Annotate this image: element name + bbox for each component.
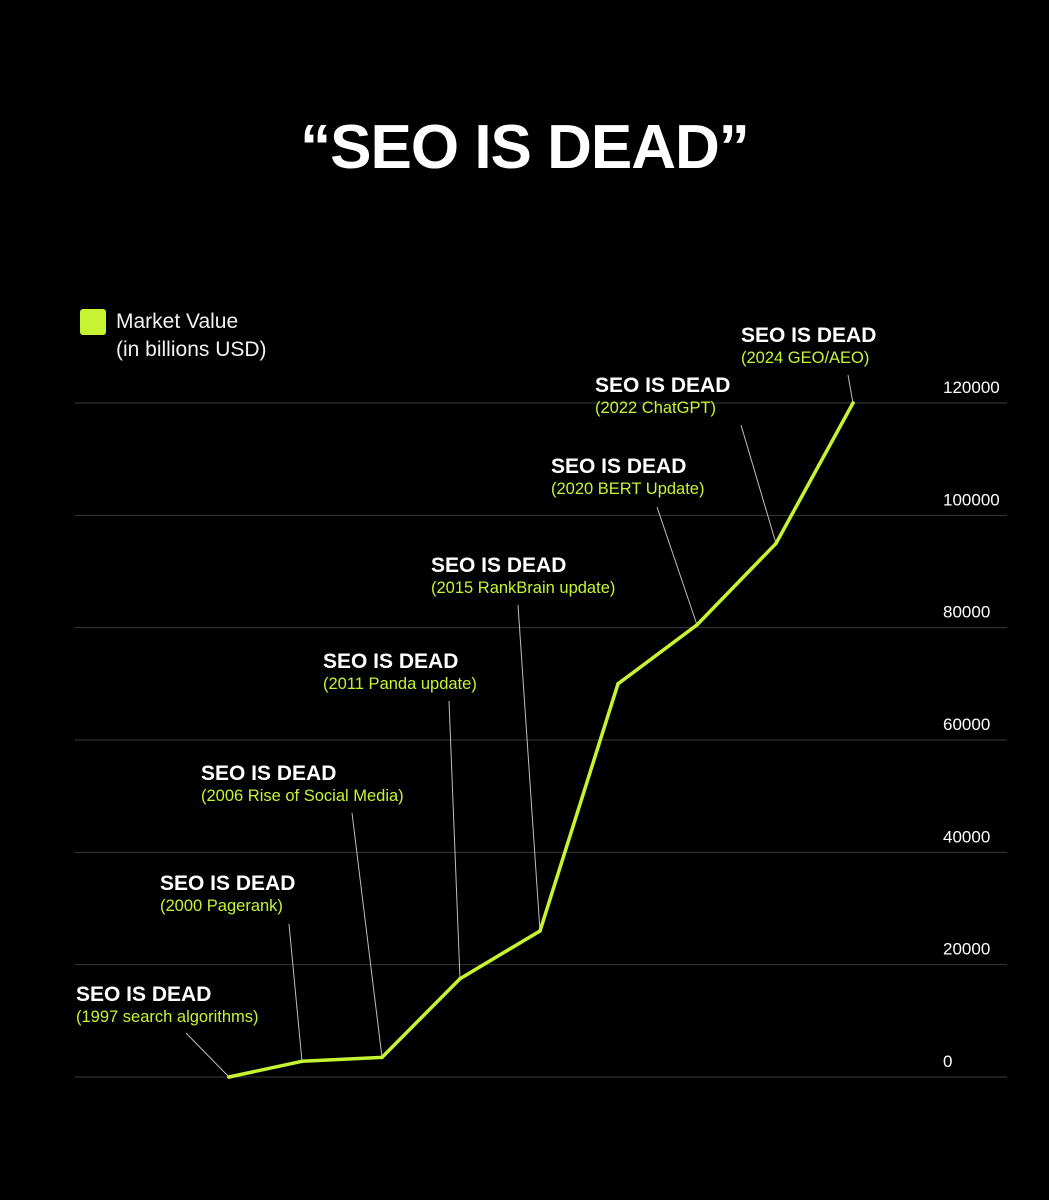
annotation-title: SEO IS DEAD bbox=[76, 983, 211, 1006]
y-axis-ticks: 0 20000 40000 60000 80000 100000 120000 bbox=[943, 378, 1000, 1071]
y-tick-label: 40000 bbox=[943, 827, 990, 846]
annotation: SEO IS DEAD (2022 ChatGPT) bbox=[595, 374, 730, 417]
annotation-leader-line bbox=[448, 700, 461, 979]
y-tick-label: 20000 bbox=[943, 940, 990, 959]
y-tick-label: 80000 bbox=[943, 603, 990, 622]
annotation-leader-line bbox=[351, 812, 383, 1058]
data-point bbox=[300, 1059, 304, 1064]
data-point bbox=[538, 929, 542, 933]
annotation: SEO IS DEAD (2006 Rise of Social Media) bbox=[201, 762, 404, 805]
data-point bbox=[695, 623, 699, 627]
y-tick-label: 60000 bbox=[943, 715, 990, 734]
annotation-subtitle: (2022 ChatGPT) bbox=[595, 399, 716, 417]
annotation: SEO IS DEAD (1997 search algorithms) bbox=[76, 983, 259, 1026]
legend-label-line2: (in billions USD) bbox=[116, 338, 267, 361]
data-point bbox=[227, 1075, 231, 1079]
annotation-title: SEO IS DEAD bbox=[201, 762, 336, 785]
annotation-title: SEO IS DEAD bbox=[160, 872, 295, 895]
annotation: SEO IS DEAD (2000 Pagerank) bbox=[160, 872, 295, 915]
annotations: SEO IS DEAD(1997 search algorithms)SEO I… bbox=[76, 324, 876, 1026]
data-point bbox=[616, 682, 620, 686]
annotation-subtitle: (1997 search algorithms) bbox=[76, 1008, 259, 1026]
annotation-subtitle: (2011 Panda update) bbox=[323, 675, 477, 693]
annotation-title: SEO IS DEAD bbox=[431, 554, 566, 577]
annotation-title: SEO IS DEAD bbox=[323, 650, 458, 673]
annotation-leader-line bbox=[847, 374, 854, 404]
annotation-leader-line bbox=[288, 923, 303, 1062]
annotation: SEO IS DEAD (2024 GEO/AEO) bbox=[741, 324, 876, 367]
y-tick-label: 120000 bbox=[943, 378, 1000, 397]
annotation-subtitle: (2024 GEO/AEO) bbox=[741, 349, 869, 367]
legend-label: Market Value (in billions USD) bbox=[116, 308, 267, 364]
data-points bbox=[227, 401, 855, 1079]
legend-swatch bbox=[80, 309, 106, 335]
annotation-leader-line bbox=[656, 506, 698, 626]
y-tick-label: 100000 bbox=[943, 490, 1000, 509]
data-point bbox=[851, 401, 855, 405]
annotation-leader-line bbox=[185, 1032, 230, 1078]
annotation-leader-line bbox=[517, 604, 541, 932]
annotation-subtitle: (2000 Pagerank) bbox=[160, 897, 283, 915]
annotation: SEO IS DEAD (2011 Panda update) bbox=[323, 650, 477, 693]
gridlines bbox=[75, 402, 1007, 1078]
legend: Market Value (in billions USD) bbox=[80, 308, 267, 364]
data-point bbox=[774, 541, 778, 546]
annotation-subtitle: (2015 RankBrain update) bbox=[431, 579, 615, 597]
annotation-subtitle: (2006 Rise of Social Media) bbox=[201, 787, 404, 805]
annotation-subtitle: (2020 BERT Update) bbox=[551, 480, 704, 498]
annotation-title: SEO IS DEAD bbox=[595, 374, 730, 397]
annotation: SEO IS DEAD (2020 BERT Update) bbox=[551, 455, 704, 498]
annotation-leaders bbox=[185, 374, 854, 1078]
annotation-title: SEO IS DEAD bbox=[741, 324, 876, 347]
data-point bbox=[380, 1055, 384, 1060]
annotation-title: SEO IS DEAD bbox=[551, 455, 686, 478]
annotation: SEO IS DEAD (2015 RankBrain update) bbox=[431, 554, 615, 597]
legend-label-line1: Market Value bbox=[116, 310, 239, 333]
y-tick-label: 0 bbox=[943, 1052, 952, 1071]
annotation-leader-line bbox=[740, 424, 777, 544]
chart-title: “SEO IS DEAD” bbox=[300, 113, 750, 182]
data-point bbox=[458, 976, 462, 981]
